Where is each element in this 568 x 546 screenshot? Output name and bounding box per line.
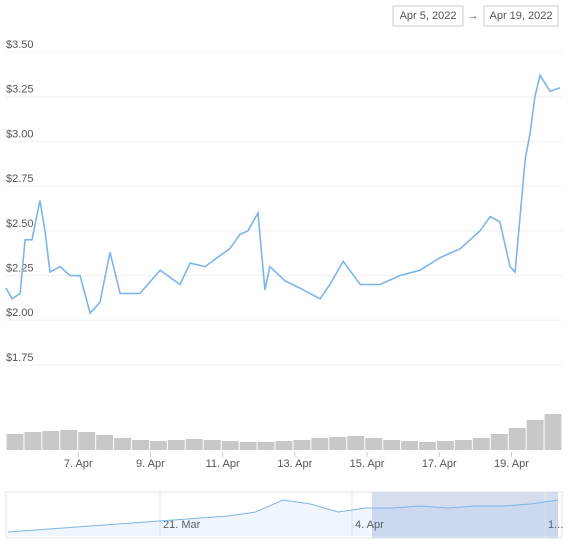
volume-bar (239, 442, 257, 450)
volume-bar (347, 436, 365, 450)
volume-bar (42, 431, 60, 450)
volume-bar (6, 434, 24, 450)
y-tick-label: $3.50 (6, 39, 34, 51)
volume-bar (544, 414, 562, 450)
volume-bar (78, 432, 96, 450)
date-to-box[interactable] (483, 5, 559, 27)
price-line (5, 73, 561, 315)
volume-bar (96, 435, 114, 450)
volume-bar (185, 439, 203, 450)
x-tick-label: 7. Apr (64, 458, 93, 470)
volume-bar (490, 434, 508, 450)
x-tick-label: 15. Apr (350, 458, 385, 470)
navigator-label: 1... (548, 519, 563, 531)
volume-bar (114, 438, 132, 450)
x-tick-label: 11. Apr (206, 458, 240, 470)
volume-bar (454, 440, 472, 450)
range-separator: → (468, 10, 479, 22)
volume-bar (472, 438, 490, 450)
y-tick-label: $3.25 (6, 84, 34, 96)
volume-bar (329, 437, 347, 450)
volume-bar (419, 442, 436, 450)
volume-bar (221, 441, 239, 450)
date-from[interactable]: Apr 5, 2022 (400, 10, 457, 22)
volume-bar (149, 441, 167, 450)
x-tick-label: 19. Apr (494, 458, 529, 470)
navigator-label: 21. Mar (163, 519, 201, 531)
volume-bar (24, 432, 42, 450)
y-tick-label: $1.75 (6, 352, 34, 364)
volume-bar (436, 441, 454, 450)
volume-bar (526, 420, 544, 450)
navigator-line (7, 499, 559, 533)
date-to[interactable]: Apr 19, 2022 (490, 10, 553, 22)
volume-bar (257, 442, 275, 450)
volume-bar (365, 438, 383, 450)
navigator-frame (5, 491, 563, 539)
date-from-box[interactable] (392, 5, 464, 27)
volume-bar (311, 438, 329, 450)
volume-bar (383, 440, 401, 450)
volume-bar (293, 440, 311, 450)
volume-bar (275, 441, 293, 450)
volume-bar (60, 430, 78, 450)
navigator-selection[interactable] (372, 492, 558, 538)
x-tick-label: 9. Apr (136, 458, 165, 470)
y-tick-label: $2.25 (6, 262, 34, 274)
navigator-label: 4. Apr (355, 519, 384, 531)
x-tick-label: 17. Apr (422, 458, 457, 470)
volume-bar (167, 440, 185, 450)
navigator-area (8, 500, 558, 536)
y-tick-label: $2.00 (6, 307, 34, 319)
volume-bar (132, 440, 149, 450)
volume-bar (508, 428, 526, 450)
x-tick-label: 13. Apr (277, 458, 312, 470)
y-tick-label: $2.50 (6, 218, 34, 230)
volume-bar (401, 441, 419, 450)
y-tick-label: $3.00 (6, 128, 34, 140)
volume-bar (203, 440, 221, 450)
y-tick-label: $2.75 (6, 173, 34, 185)
